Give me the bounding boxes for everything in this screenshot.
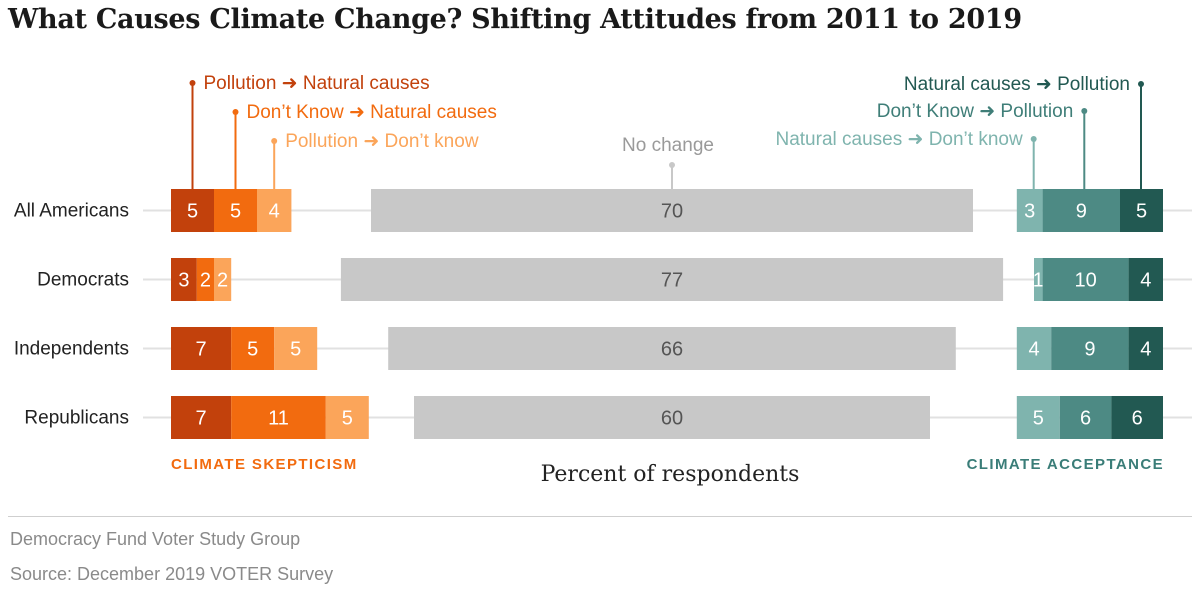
bar-segment-don-t-know-pollution (1051, 327, 1129, 370)
data-label: 5 (247, 339, 258, 361)
data-label: 4 (1028, 339, 1039, 361)
bar-segment-natural-causes-don-t-know (1016, 327, 1052, 370)
series-label-don-t-know-natural-causes: Don’t Know ➜ Natural causes (247, 102, 497, 123)
leader-dot (1138, 81, 1144, 87)
group-label-acceptance: CLIMATE ACCEPTANCE (967, 456, 1164, 473)
data-label: 4 (269, 201, 280, 223)
data-label: 66 (661, 339, 683, 361)
data-label: 4 (1140, 339, 1151, 361)
series-label-natural-causes-pollution: Natural causes ➜ Pollution (904, 74, 1130, 95)
leader-dot (1081, 108, 1088, 114)
bar-segment-natural-causes-pollution (1128, 327, 1163, 370)
footer-org: Democracy Fund Voter Study Group (10, 529, 301, 549)
leader-dot (271, 138, 278, 144)
data-label: 6 (1132, 408, 1143, 430)
x-axis-label: Percent of respondents (541, 462, 800, 487)
category-label-independents: Independents (14, 339, 129, 360)
data-label: 2 (200, 270, 211, 292)
data-label: 5 (290, 339, 301, 361)
footer-source: Source: December 2019 VOTER Survey (10, 564, 334, 584)
bar-segment-don-t-know-natural-causes (231, 327, 275, 370)
bar-segment-pollution-natural-causes (171, 327, 232, 370)
bar-segment-pollution-natural-causes (171, 258, 197, 301)
bar-segment-pollution-don-t-know (257, 189, 292, 232)
data-label: 3 (178, 270, 189, 292)
bar-segment-no-change (340, 258, 1004, 301)
category-label-republicans: Republicans (24, 408, 129, 429)
data-label: 7 (196, 408, 207, 430)
leader-dot (669, 162, 675, 168)
bar-segment-pollution-don-t-know (214, 258, 232, 301)
series-label-no-change: No change (622, 135, 714, 156)
bar-segment-no-change (371, 189, 973, 232)
data-label: 5 (1033, 408, 1044, 430)
bar-segment-natural-causes-pollution (1128, 258, 1163, 301)
bar-segment-natural-causes-don-t-know (1016, 396, 1060, 439)
bar-segment-pollution-don-t-know (274, 327, 318, 370)
data-label: 3 (1024, 201, 1035, 223)
data-label: 11 (268, 408, 289, 430)
data-label: 7 (196, 339, 207, 361)
data-label: 6 (1080, 408, 1091, 430)
bar-segment-pollution-natural-causes (171, 396, 232, 439)
bar-segment-no-change (388, 327, 956, 370)
footer-divider (8, 516, 1192, 517)
bar-segment-natural-causes-don-t-know (1034, 258, 1043, 301)
data-label: 2 (217, 270, 228, 292)
bar-segment-don-t-know-pollution (1059, 396, 1112, 439)
data-label: 1 (1033, 270, 1044, 292)
bar-segment-don-t-know-natural-causes (214, 189, 257, 232)
series-label-pollution-natural-causes: Pollution ➜ Natural causes (204, 73, 430, 94)
bar-segment-don-t-know-natural-causes (231, 396, 326, 439)
category-label-democrats: Democrats (37, 270, 129, 291)
bar-segment-natural-causes-pollution (1120, 189, 1163, 232)
bar-segment-don-t-know-natural-causes (196, 258, 214, 301)
data-label: 9 (1076, 201, 1087, 223)
chart-title: What Causes Climate Change? Shifting Att… (8, 4, 1022, 35)
leader-dot (232, 109, 239, 115)
data-label: 10 (1074, 270, 1096, 292)
data-label: 5 (1136, 201, 1147, 223)
bar-segment-natural-causes-pollution (1111, 396, 1163, 439)
bar-segment-pollution-natural-causes (171, 189, 214, 232)
data-label: 77 (661, 270, 683, 292)
data-label: 5 (187, 201, 198, 223)
bar-segment-natural-causes-don-t-know (1016, 189, 1043, 232)
series-label-don-t-know-pollution: Don’t Know ➜ Pollution (877, 101, 1074, 122)
bar-segment-don-t-know-pollution (1042, 258, 1129, 301)
bar-segment-no-change (414, 396, 930, 439)
series-label-natural-causes-don-t-know: Natural causes ➜ Don’t know (775, 129, 1022, 150)
group-label-skepticism: CLIMATE SKEPTICISM (171, 456, 358, 473)
data-label: 70 (661, 201, 683, 223)
data-label: 9 (1084, 339, 1095, 361)
series-label-pollution-don-t-know: Pollution ➜ Don’t know (285, 131, 479, 152)
bar-segment-don-t-know-pollution (1042, 189, 1120, 232)
data-label: 5 (342, 408, 353, 430)
leader-dot (189, 80, 196, 86)
data-label: 4 (1140, 270, 1151, 292)
bar-segment-pollution-don-t-know (325, 396, 369, 439)
category-label-all-americans: All Americans (14, 201, 129, 222)
data-label: 5 (230, 201, 241, 223)
data-label: 60 (661, 408, 683, 430)
leader-dot (1030, 136, 1037, 142)
